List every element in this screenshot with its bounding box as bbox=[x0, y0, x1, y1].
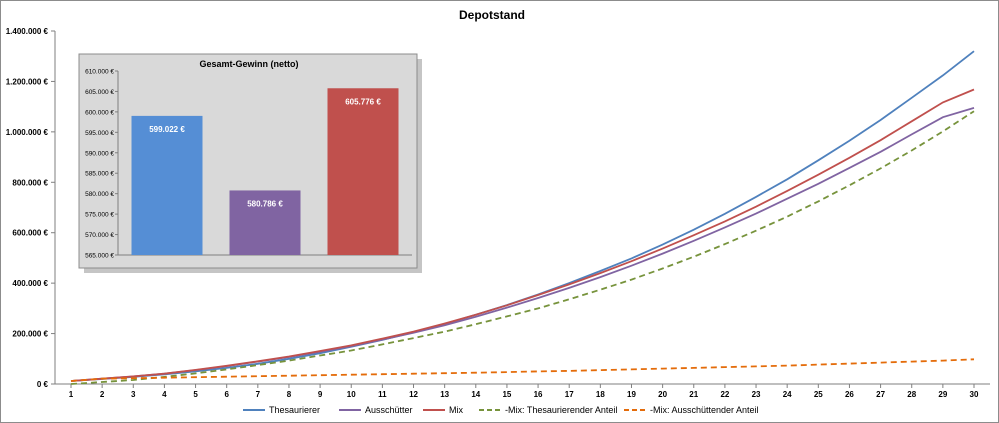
y-tick-label: 400.000 € bbox=[12, 279, 48, 288]
x-tick-label: 26 bbox=[845, 390, 854, 399]
x-tick-label: 18 bbox=[596, 390, 605, 399]
y-tick-label: 1.000.000 € bbox=[6, 128, 49, 137]
x-tick-label: 11 bbox=[378, 390, 387, 399]
x-tick-label: 10 bbox=[347, 390, 356, 399]
x-tick-label: 30 bbox=[970, 390, 979, 399]
y-axis: 0 € 200.000 € 400.000 € 600.000 € 800.000 € 1… bbox=[6, 27, 56, 389]
legend: Thesaurierer Ausschütter Mix -Mix: Thesauri… bbox=[243, 405, 759, 415]
y-tick-label: 200.000 € bbox=[12, 330, 48, 339]
inset-title: Gesamt-Gewinn (netto) bbox=[199, 59, 298, 69]
legend-label-0: Thesaurierer bbox=[269, 405, 320, 415]
x-tick-label: 25 bbox=[814, 390, 823, 399]
inset-y-tick-label: 575.000 € bbox=[85, 212, 114, 219]
x-tick-label: 20 bbox=[658, 390, 667, 399]
x-axis: 1 2 3 4 5 6 7 8 9 10 11 12 13 14 15 16 17 18 19 20 21 22 23 24 2… bbox=[55, 383, 990, 399]
x-tick-label: 3 bbox=[131, 390, 136, 399]
x-tick-label: 4 bbox=[162, 390, 167, 399]
chart-title: Depotstand bbox=[459, 8, 525, 22]
inset-y-tick-label: 600.000 € bbox=[85, 109, 114, 116]
x-tick-label: 28 bbox=[907, 390, 916, 399]
x-tick-label: 16 bbox=[534, 390, 543, 399]
legend-label-3: -Mix: Thesaurierender Anteil bbox=[505, 405, 617, 415]
inset-y-tick-label: 605.000 € bbox=[85, 89, 114, 96]
legend-label-4: -Mix: Ausschüttender Anteil bbox=[650, 405, 759, 415]
bar-1 bbox=[229, 190, 301, 255]
bar-2 bbox=[327, 88, 399, 255]
inset-y-tick-label: 570.000 € bbox=[85, 232, 114, 239]
x-tick-label: 29 bbox=[938, 390, 947, 399]
series-line-2 bbox=[70, 88, 975, 382]
inset-y-tick-label: 595.000 € bbox=[85, 130, 114, 137]
x-tick-label: 9 bbox=[318, 390, 323, 399]
x-tick-label: 12 bbox=[409, 390, 418, 399]
x-tick-label: 8 bbox=[287, 390, 292, 399]
x-tick-label: 22 bbox=[720, 390, 729, 399]
x-tick-label: 27 bbox=[876, 390, 885, 399]
bar-value-label-0: 599.022 € bbox=[149, 125, 185, 134]
bar-value-label-2: 605.776 € bbox=[345, 97, 381, 106]
x-tick-label: 5 bbox=[193, 390, 198, 399]
y-tick-label: 800.000 € bbox=[12, 178, 48, 187]
x-tick-label: 21 bbox=[689, 390, 698, 399]
inset-y-tick-label: 590.000 € bbox=[85, 150, 114, 157]
x-tick-label: 17 bbox=[565, 390, 574, 399]
x-tick-label: 7 bbox=[256, 390, 261, 399]
bar-value-label-1: 580.786 € bbox=[247, 199, 283, 208]
legend-label-1: Ausschütter bbox=[365, 405, 413, 415]
x-tick-label: 19 bbox=[627, 390, 636, 399]
x-tick-label: 13 bbox=[440, 390, 449, 399]
y-tick-label: 600.000 € bbox=[12, 229, 48, 238]
inset-y-tick-label: 580.000 € bbox=[85, 191, 114, 198]
x-tick-label: 14 bbox=[471, 390, 480, 399]
x-tick-label: 1 bbox=[69, 390, 74, 399]
y-tick-label: 1.400.000 € bbox=[6, 27, 49, 36]
x-tick-label: 24 bbox=[783, 390, 792, 399]
x-tick-label: 2 bbox=[100, 390, 105, 399]
y-tick-label: 0 € bbox=[37, 380, 49, 389]
y-tick-label: 1.200.000 € bbox=[6, 77, 49, 86]
legend-label-2: Mix bbox=[449, 405, 463, 415]
series-line-4 bbox=[70, 358, 975, 382]
x-tick-label: 15 bbox=[502, 390, 511, 399]
series-line-3 bbox=[70, 110, 975, 385]
inset-y-tick-label: 585.000 € bbox=[85, 171, 114, 178]
x-tick-label: 6 bbox=[224, 390, 229, 399]
line-series-group bbox=[70, 50, 975, 385]
inset-y-tick-label: 610.000 € bbox=[85, 69, 114, 76]
inset-bar-chart: Gesamt-Gewinn (netto) 565.000 € 570.000 € 5… bbox=[78, 53, 422, 273]
bar-0 bbox=[131, 115, 203, 256]
inset-y-tick-label: 565.000 € bbox=[85, 253, 114, 260]
x-tick-label: 23 bbox=[752, 390, 761, 399]
